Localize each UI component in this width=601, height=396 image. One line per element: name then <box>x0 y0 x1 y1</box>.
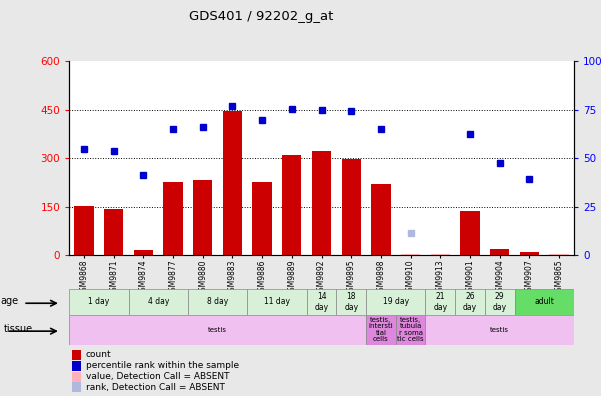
Bar <box>72 350 81 360</box>
Bar <box>69 289 129 315</box>
Bar <box>337 289 366 315</box>
Text: 1 day: 1 day <box>88 297 109 307</box>
Bar <box>72 371 81 382</box>
Bar <box>75 206 94 255</box>
Bar <box>307 289 337 315</box>
Bar <box>396 315 426 345</box>
Bar <box>69 315 366 345</box>
Text: 8 day: 8 day <box>207 297 228 307</box>
Bar <box>72 361 81 371</box>
Bar <box>252 182 272 255</box>
Text: 14
day: 14 day <box>314 292 329 312</box>
Text: testis: testis <box>490 327 509 333</box>
Bar <box>163 182 183 255</box>
Bar <box>366 289 426 315</box>
Text: percentile rank within the sample: percentile rank within the sample <box>86 361 239 370</box>
Text: testis,
intersti
tial
cells: testis, intersti tial cells <box>368 317 393 343</box>
Bar <box>485 289 514 315</box>
Text: 18
day: 18 day <box>344 292 358 312</box>
Text: testis: testis <box>208 327 227 333</box>
Text: value, Detection Call = ABSENT: value, Detection Call = ABSENT <box>86 372 229 381</box>
Bar <box>133 249 153 255</box>
Text: GDS401 / 92202_g_at: GDS401 / 92202_g_at <box>189 10 333 23</box>
Text: tissue: tissue <box>4 324 33 334</box>
Bar <box>104 209 123 255</box>
Bar <box>460 211 480 255</box>
Bar <box>366 315 396 345</box>
Text: adult: adult <box>534 297 554 307</box>
Text: 4 day: 4 day <box>147 297 169 307</box>
Bar <box>371 184 391 255</box>
Text: 26
day: 26 day <box>463 292 477 312</box>
Bar <box>455 289 485 315</box>
Text: count: count <box>86 350 111 359</box>
Text: 29
day: 29 day <box>493 292 507 312</box>
Bar <box>193 181 212 255</box>
Text: 19 day: 19 day <box>383 297 409 307</box>
Bar <box>490 249 510 255</box>
Bar <box>341 159 361 255</box>
Bar <box>188 289 247 315</box>
Bar <box>426 289 455 315</box>
Bar <box>247 289 307 315</box>
Text: rank, Detection Call = ABSENT: rank, Detection Call = ABSENT <box>86 383 225 392</box>
Bar <box>223 111 242 255</box>
Text: 11 day: 11 day <box>264 297 290 307</box>
Bar <box>282 154 302 255</box>
Bar <box>520 251 539 255</box>
Bar <box>401 254 420 255</box>
Bar <box>514 289 574 315</box>
Text: 21
day: 21 day <box>433 292 447 312</box>
Text: age: age <box>1 297 19 307</box>
Bar <box>72 383 81 392</box>
Bar <box>431 254 450 255</box>
Bar <box>426 315 574 345</box>
Bar <box>549 254 569 255</box>
Bar <box>129 289 188 315</box>
Text: testis,
tubula
r soma
tic cells: testis, tubula r soma tic cells <box>397 317 424 343</box>
Bar <box>312 151 331 255</box>
